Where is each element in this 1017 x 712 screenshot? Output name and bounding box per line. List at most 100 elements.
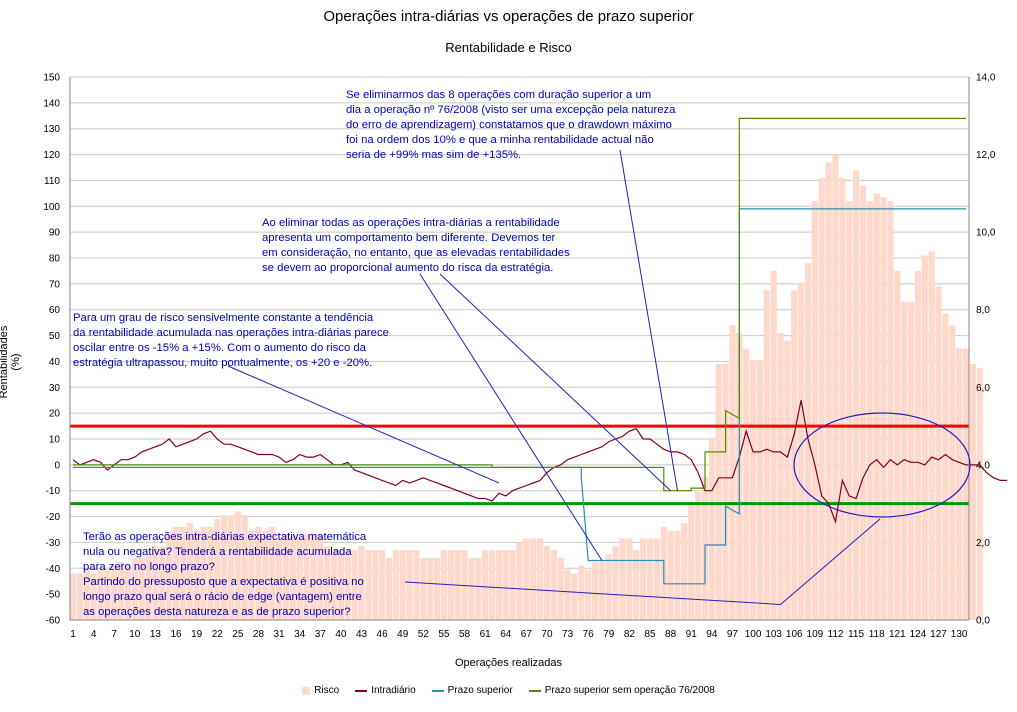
intradiario-line	[72, 400, 1008, 524]
legend-label-prazo-superior: Prazo superior	[447, 685, 513, 696]
risco-bar	[798, 282, 805, 620]
x-tick-label: 52	[418, 629, 430, 640]
risco-bar	[172, 526, 180, 620]
callout-line	[404, 581, 781, 605]
x-tick-label: 127	[930, 629, 947, 640]
risco-bar	[681, 523, 688, 620]
chart-subtitle: Rentabilidade e Risco	[445, 40, 572, 55]
x-tick-label: 55	[438, 629, 450, 640]
x-tick-label: 13	[150, 629, 162, 640]
annotation-line: nula ou negativa? Tenderá a rentabilidad…	[83, 546, 352, 558]
risco-bar	[901, 301, 908, 620]
risco-bar	[804, 263, 812, 620]
risco-bar	[248, 530, 255, 620]
risco-bar	[509, 550, 516, 620]
x-tick-label: 100	[745, 629, 762, 640]
risco-bar	[234, 511, 241, 620]
y-tick-label: 110	[44, 176, 60, 187]
risco-bar	[976, 367, 983, 620]
x-axis-label: Operações realizadas	[454, 657, 562, 669]
risco-bar	[557, 557, 564, 620]
x-tick-label: 103	[765, 629, 782, 640]
risco-bar	[468, 557, 475, 620]
annotation-line: Partindo do pressuposto que a expectativ…	[83, 576, 364, 588]
risco-bar	[76, 573, 83, 620]
x-tick-label: 112	[828, 629, 844, 640]
risco-bars	[69, 154, 983, 621]
y-tick-label: -60	[46, 616, 61, 627]
risco-bar	[310, 534, 317, 620]
risco-bar	[179, 526, 186, 620]
annotation-line: se devem ao proporcional aumento do risc…	[262, 262, 554, 274]
x-tick-label: 64	[500, 629, 512, 640]
legend-label-risco: Risco	[314, 685, 340, 696]
y-tick-label: 100	[43, 202, 60, 213]
x-axis-tick-labels: 1 4 7 10 13 16 19 22 25 28 31 34 37 40 43 46 49 52 55 58 61 6…	[70, 629, 968, 640]
y-tick-label: 20	[49, 409, 61, 420]
risco-bar	[289, 534, 296, 620]
risco-bar	[756, 360, 764, 620]
risco-bar	[241, 515, 248, 620]
y-axis-tick-labels: -60 -50 -40 -30 -20 -10 0 10 20 30 40 50 60 70 80 90 100…	[43, 73, 60, 627]
risco-bar	[537, 538, 544, 620]
x-tick-label: 19	[191, 629, 203, 640]
risco-bar	[784, 340, 791, 620]
risco-bar	[763, 290, 770, 620]
risco-bar	[688, 503, 695, 620]
x-tick-label: 61	[480, 629, 492, 640]
annotation-line: do erro de aprendizagem) constatamos que…	[346, 119, 672, 131]
risco-bar	[83, 569, 90, 620]
risco-bar	[97, 569, 104, 620]
risco-bar	[633, 550, 640, 620]
annotation-line: em consideração, no entanto, que as elev…	[262, 247, 570, 259]
annotation-callouts	[227, 149, 971, 605]
risco-bar	[605, 554, 612, 620]
annotation-line: apresenta um comportamento bem diferente…	[262, 232, 556, 244]
risco-bar	[722, 364, 729, 620]
risco-bar	[832, 154, 839, 621]
y-tick-label: 130	[43, 124, 60, 135]
risco-bar	[317, 534, 324, 620]
risco-bar	[413, 550, 420, 620]
y2-tick-label: 10,0	[976, 228, 996, 239]
risco-bar	[640, 538, 647, 620]
risco-bar	[598, 561, 606, 620]
annotation-line: longo prazo qual será o rácio de edge (v…	[83, 591, 362, 603]
risco-bar	[152, 546, 159, 620]
risco-bar	[818, 177, 825, 621]
x-tick-label: 49	[397, 629, 409, 640]
x-tick-label: 16	[170, 629, 182, 640]
risco-bar	[530, 538, 537, 620]
risco-bar	[956, 348, 963, 620]
x-tick-label: 115	[848, 629, 864, 640]
annotation-line: da rentabilidade acumulada nas operações…	[73, 327, 389, 339]
annotation-line: Terão as operações intra-diárias expecta…	[83, 531, 367, 543]
risco-bar	[227, 515, 235, 620]
risco-bar	[653, 538, 660, 620]
x-tick-label: 70	[541, 629, 553, 640]
y-tick-label: 140	[43, 98, 60, 109]
y2-tick-label: 12,0	[976, 150, 996, 161]
x-tick-label: 40	[335, 629, 347, 640]
highlight-ellipse	[793, 412, 971, 518]
annotation-expectancy-question: Terão as operações intra-diárias expecta…	[83, 530, 366, 620]
risco-bar	[591, 561, 599, 620]
annotation-line: foi na ordem dos 10% e que a minha renta…	[346, 134, 654, 146]
risco-bar	[550, 550, 557, 620]
x-tick-label: 121	[889, 629, 906, 640]
legend-item-prazo-superior: Prazo superior	[431, 685, 513, 696]
legend-swatch-prazo-superior	[431, 689, 444, 692]
risco-bar	[303, 534, 310, 620]
y-tick-label: 40	[49, 357, 61, 368]
risco-bar	[344, 550, 351, 620]
x-tick-label: 4	[91, 629, 97, 640]
legend-swatch-prazo-superior-sem-76	[528, 689, 541, 692]
risco-bar	[825, 162, 832, 621]
risco-bar	[372, 550, 379, 620]
prazo-superior-sem-76-line	[73, 117, 966, 492]
risco-bar	[351, 550, 358, 620]
risco-bar	[619, 538, 626, 620]
annotation-line: Ao eliminar todas as operações intra-diá…	[262, 217, 560, 229]
risco-bar	[866, 201, 873, 620]
risco-bar	[907, 301, 915, 620]
